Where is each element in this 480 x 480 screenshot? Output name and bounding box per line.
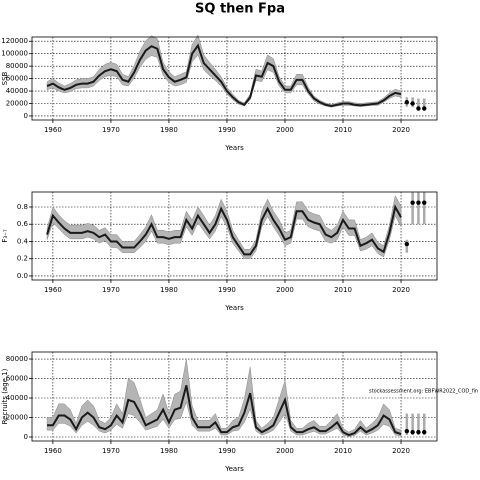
x-tick-label: 1960 — [44, 126, 62, 134]
y-axis-label: F₃₋₇ — [1, 229, 9, 243]
panel: 1960 1970 1980 1990 2000 2010 2020 0.0 0.2 0.4 0.6… — [1, 191, 438, 312]
x-tick-label: 1960 — [44, 447, 62, 455]
x-tick-label: 2020 — [392, 286, 410, 294]
forecast-point — [404, 100, 410, 105]
forecast-point — [410, 101, 415, 106]
x-tick-label: 1970 — [102, 286, 120, 294]
y-tick-label: 80000 — [6, 355, 28, 363]
forecast-point — [416, 200, 421, 205]
x-tick-label: 2000 — [276, 447, 294, 455]
x-tick-label: 2010 — [334, 447, 352, 455]
y-tick-label: 0 — [24, 433, 28, 441]
estimate-line — [46, 204, 402, 256]
forecast-point — [422, 429, 427, 435]
y-tick-label: 40000 — [6, 87, 28, 95]
forecast-point — [410, 200, 415, 205]
y-tick-label: 100000 — [1, 50, 28, 58]
confidence-band — [46, 358, 402, 437]
x-tick-label: 1990 — [218, 286, 236, 294]
y-tick-label: 120000 — [1, 37, 28, 45]
panel: 1960 1970 1980 1990 2000 2010 2020 0 20000 40000 6… — [1, 351, 478, 473]
x-tick-label: 1990 — [218, 126, 236, 134]
x-tick-label: 2020 — [392, 126, 410, 134]
x-tick-label: 2020 — [392, 447, 410, 455]
x-tick-label: 1980 — [160, 286, 178, 294]
x-tick-label: 2000 — [276, 286, 294, 294]
x-axis-label: Years — [224, 144, 244, 152]
plot-frame — [31, 191, 438, 281]
forecast-point — [422, 106, 427, 111]
y-tick-label: 0.4 — [17, 237, 29, 245]
x-tick-label: 1980 — [160, 126, 178, 134]
y-tick-label: 20000 — [6, 99, 28, 107]
x-tick-label: 2010 — [334, 126, 352, 134]
annotation: stockassessment.org: EBFWR2022_COD_fin — [369, 389, 478, 395]
x-tick-label: 1960 — [44, 286, 62, 294]
x-tick-label: 1970 — [102, 126, 120, 134]
x-tick-label: 1980 — [160, 447, 178, 455]
chart-title: SQ then Fpa — [195, 2, 285, 17]
plot-frame — [31, 36, 438, 121]
x-axis-label: Years — [224, 465, 244, 473]
y-tick-label: 60000 — [6, 375, 28, 383]
plot-frame — [31, 351, 438, 442]
estimate-line — [46, 43, 402, 108]
y-tick-label: 0.6 — [17, 220, 29, 228]
x-tick-label: 1990 — [218, 447, 236, 455]
y-tick-label: 0 — [24, 112, 28, 120]
panel: 1960 1970 1980 1990 2000 2010 2020 0 20000 40000 6… — [1, 34, 438, 152]
x-tick-label: 2010 — [334, 286, 352, 294]
y-axis-label: SSB — [1, 71, 9, 85]
y-tick-label: 60000 — [6, 75, 28, 83]
forecast-point — [404, 428, 410, 434]
y-tick-label: 0.0 — [17, 272, 28, 280]
forecast-point — [410, 429, 415, 435]
forecast-point — [416, 429, 421, 435]
estimate-line — [47, 385, 402, 437]
y-tick-label: 40000 — [6, 394, 28, 402]
y-axis-label: Recruits (age 1) — [1, 368, 9, 424]
confidence-band — [46, 195, 402, 259]
forecast-point — [422, 200, 427, 205]
x-tick-label: 2000 — [276, 126, 294, 134]
x-axis-label: Years — [224, 304, 244, 312]
y-tick-label: 20000 — [6, 414, 28, 422]
x-tick-label: 1970 — [102, 447, 120, 455]
y-tick-label: 80000 — [6, 62, 28, 70]
y-tick-label: 0.8 — [17, 203, 28, 211]
y-tick-label: 0.2 — [17, 255, 28, 263]
forecast-point — [404, 241, 410, 247]
forecast-point — [416, 106, 421, 111]
